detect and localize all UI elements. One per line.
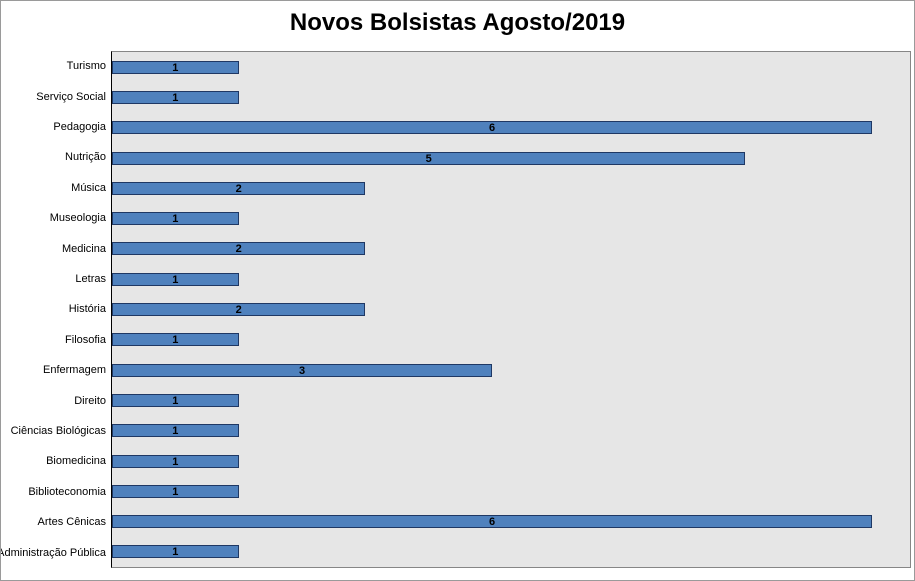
bar: 1	[112, 484, 239, 498]
bar-row: 5	[112, 143, 910, 173]
bar-row: 1	[112, 325, 910, 355]
data-label: 6	[488, 122, 496, 135]
data-label: 1	[172, 455, 179, 468]
data-label: 1	[172, 425, 179, 438]
data-label: 5	[425, 152, 432, 165]
category-label: Museologia	[49, 212, 106, 225]
data-label: 1	[172, 334, 179, 347]
data-label: 1	[172, 61, 179, 74]
bar-row: 1	[112, 446, 910, 476]
bar: 6	[112, 121, 872, 135]
data-label: 6	[488, 516, 496, 529]
data-label: 1	[172, 485, 179, 498]
bar-row: 1	[112, 52, 910, 82]
category-label: Enfermagem	[43, 364, 106, 377]
bar-row: 2	[112, 173, 910, 203]
bar-row: 1	[112, 203, 910, 233]
bar: 1	[112, 212, 239, 226]
bar-row: 2	[112, 294, 910, 324]
bar: 1	[112, 393, 239, 407]
chart-body: Turismo Serviço Social Pedagogia Nutrição Mú…	[1, 51, 911, 568]
bar: 1	[112, 424, 239, 438]
bar: 1	[112, 454, 239, 468]
bar: 2	[112, 242, 366, 256]
bar-row: 1	[112, 264, 910, 294]
category-label: Música	[71, 181, 106, 194]
bar-row: 3	[112, 355, 910, 385]
bar-row: 1	[112, 416, 910, 446]
category-label: Biomedicina	[46, 455, 106, 468]
category-label: Ciências Biológicas	[10, 425, 106, 438]
data-label: 1	[172, 546, 179, 559]
data-label: 2	[235, 304, 242, 317]
bar: 2	[112, 181, 366, 195]
category-label: Direito	[74, 394, 106, 407]
category-label: Nutrição	[65, 151, 106, 164]
data-label: 1	[172, 273, 179, 286]
data-label: 1	[172, 213, 179, 226]
bar-row: 2	[112, 234, 910, 264]
category-label: Letras	[75, 273, 106, 286]
category-label: Artes Cênicas	[37, 516, 106, 529]
chart-title: Novos Bolsistas Agosto/2019	[289, 9, 626, 36]
category-label: História	[68, 303, 106, 316]
data-label: 3	[298, 364, 306, 377]
category-label: Biblioteconomia	[28, 485, 106, 498]
category-axis: Turismo Serviço Social Pedagogia Nutrição Mú…	[1, 51, 111, 568]
bar: 5	[112, 151, 746, 165]
bar-row: 1	[112, 476, 910, 506]
category-label: Administração Pública	[0, 546, 106, 559]
bar: 1	[112, 272, 239, 286]
bar: 1	[112, 90, 239, 104]
bar-row: 6	[112, 506, 910, 536]
bar: 1	[112, 333, 239, 347]
bar: 6	[112, 515, 872, 529]
category-label: Pedagogia	[53, 121, 106, 134]
category-label: Serviço Social	[36, 90, 106, 103]
bar-row: 1	[112, 385, 910, 415]
category-label: Filosofia	[65, 333, 106, 346]
bar: 1	[112, 545, 239, 559]
bar: 2	[112, 303, 366, 317]
bar-row: 6	[112, 113, 910, 143]
bar: 1	[112, 60, 239, 74]
bar: 3	[112, 363, 492, 377]
bar-row: 1	[112, 537, 910, 567]
data-label: 2	[235, 243, 242, 256]
data-label: 1	[172, 91, 179, 104]
category-label: Turismo	[66, 60, 106, 73]
category-label: Medicina	[61, 242, 106, 255]
data-label: 1	[172, 394, 179, 407]
bar-row: 1	[112, 82, 910, 112]
data-label: 2	[235, 182, 242, 195]
